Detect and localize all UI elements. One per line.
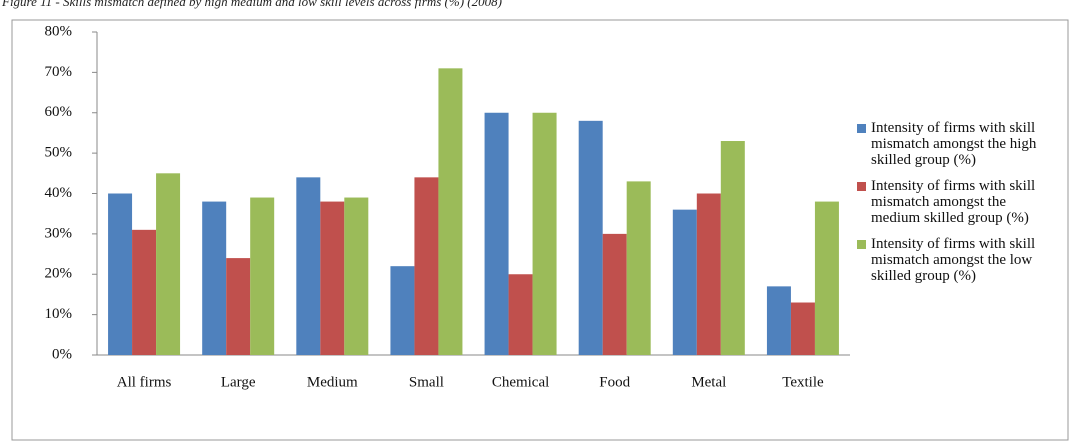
y-tick-label: 80%: [45, 23, 73, 39]
bar: [790, 302, 815, 355]
bar: [108, 193, 133, 355]
bar: [438, 68, 463, 356]
x-tick-label: Medium: [307, 374, 358, 390]
bar: [390, 266, 415, 355]
y-tick-label: 50%: [45, 145, 73, 161]
chart-frame: [11, 19, 1069, 441]
legend-label: Intensity of firms with skill mismatch a…: [871, 120, 1037, 168]
bar: [156, 173, 181, 355]
legend-entry: Intensity of firms with skill mismatch a…: [857, 120, 1057, 168]
chart-title: Figure 11 - Skills mismatch defined by h…: [2, 0, 502, 9]
bar: [296, 177, 321, 355]
bar: [226, 258, 251, 355]
x-tick-label: Chemical: [492, 374, 549, 390]
bar: [484, 112, 509, 355]
y-tick-label: 40%: [45, 185, 73, 201]
bar: [720, 141, 745, 355]
legend-label: Intensity of firms with skill mismatch a…: [871, 178, 1036, 226]
y-tick-label: 20%: [45, 266, 73, 282]
legend-swatch: [857, 240, 866, 249]
y-tick-label: 0%: [52, 346, 72, 362]
bar: [672, 209, 697, 355]
bar: [532, 112, 557, 355]
x-tick-label: All firms: [117, 374, 172, 390]
x-tick-label: Textile: [782, 374, 824, 390]
y-tick-label: 10%: [45, 306, 73, 322]
x-tick-label: Large: [221, 374, 256, 390]
bar: [320, 201, 345, 355]
bar: [696, 193, 721, 355]
bar: [602, 233, 627, 355]
x-tick-label: Metal: [691, 374, 726, 390]
legend-swatch: [857, 182, 866, 191]
legend-swatch: [857, 124, 866, 133]
y-tick-label: 60%: [45, 104, 73, 120]
bar: [508, 274, 533, 355]
legend: Intensity of firms with skill mismatch a…: [857, 120, 1057, 294]
bar: [132, 229, 157, 355]
legend-entry: Intensity of firms with skill mismatch a…: [857, 178, 1057, 226]
legend-entry: Intensity of firms with skill mismatch a…: [857, 236, 1057, 284]
bar: [202, 201, 227, 355]
x-tick-label: Food: [599, 374, 630, 390]
x-tick-label: Small: [409, 374, 444, 390]
bar: [414, 177, 439, 355]
y-tick-label: 70%: [45, 64, 73, 80]
bar: [626, 181, 651, 355]
legend-label: Intensity of firms with skill mismatch a…: [871, 236, 1036, 284]
bar: [344, 197, 369, 355]
bar: [766, 286, 791, 355]
y-tick-label: 30%: [45, 225, 73, 241]
bar: [578, 120, 603, 355]
bar: [814, 201, 839, 355]
bar: [250, 197, 275, 355]
